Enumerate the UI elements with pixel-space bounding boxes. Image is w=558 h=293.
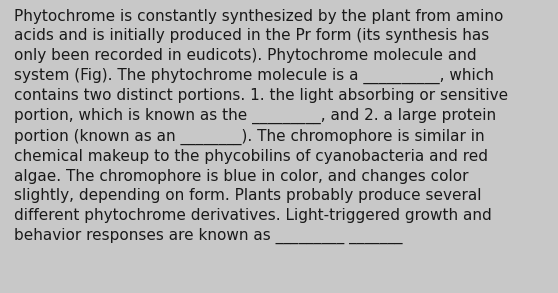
Text: Phytochrome is constantly synthesized by the plant from amino
acids and is initi: Phytochrome is constantly synthesized by…	[14, 9, 508, 244]
